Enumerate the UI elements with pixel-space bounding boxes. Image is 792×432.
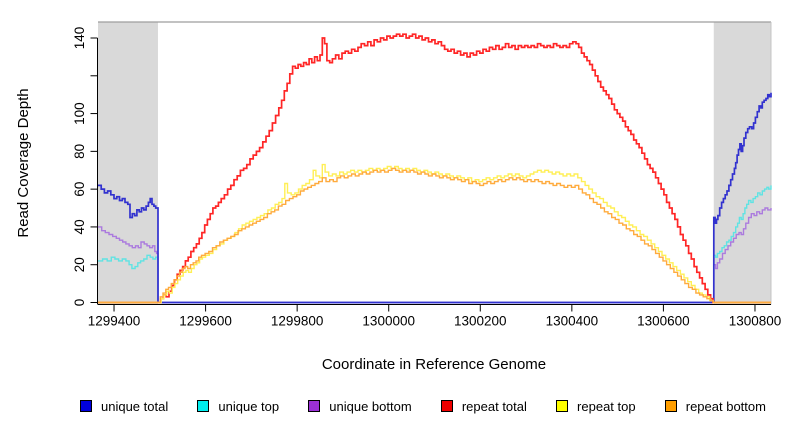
legend: unique total unique top unique bottom repea… [80, 398, 766, 414]
legend-item-unique-bottom: unique bottom [308, 398, 412, 414]
legend-swatch-unique-top [197, 400, 210, 412]
x-tick-label: 1300800 [729, 314, 782, 329]
series-line-unique-bottom [98, 207, 772, 304]
x-tick-label: 1299400 [88, 314, 141, 329]
legend-swatch-repeat-top [556, 400, 569, 412]
legend-item-repeat-bottom: repeat bottom [664, 398, 766, 414]
legend-item-unique-total: unique total [80, 400, 168, 413]
legend-item-repeat-total: repeat total [440, 398, 527, 414]
legend-label: unique total [101, 398, 169, 414]
x-axis-title: Coordinate in Reference Genome [322, 356, 546, 373]
legend-item-unique-top: unique top [197, 400, 279, 413]
legend-swatch-repeat-bottom [664, 400, 677, 412]
y-tick-label: 20 [72, 257, 87, 272]
y-axis-title: Read Coverage Depth [15, 88, 32, 237]
legend-swatch-unique-total [80, 400, 92, 412]
y-tick-label: 40 [72, 219, 87, 234]
y-tick-label: 80 [72, 144, 87, 159]
series-line-repeat-bottom [98, 167, 771, 304]
x-tick-label: 1300000 [362, 314, 415, 329]
series-line-unique-total [98, 92, 772, 304]
series-line-repeat-top [98, 163, 771, 304]
y-tick-label: 100 [72, 102, 87, 125]
series-line-repeat-total [98, 33, 771, 304]
shaded-region-right-flank [713, 22, 771, 305]
plot-canvas: 1299400 1299600 1299800 1300000 1300200 13004… [15, 21, 782, 373]
x-tick-label: 1300600 [637, 314, 690, 329]
series-line-unique-top [98, 185, 772, 304]
legend-swatch-repeat-total [440, 400, 453, 412]
x-tick-label: 1300200 [454, 314, 507, 329]
y-tick-label: 60 [72, 182, 87, 197]
y-tick-label: 140 [72, 27, 87, 50]
legend-label: unique bottom [329, 398, 412, 414]
legend-item-repeat-top: repeat top [556, 400, 636, 413]
legend-label: repeat top [577, 398, 636, 414]
x-tick-label: 1300400 [546, 314, 599, 329]
legend-label: unique top [218, 398, 280, 414]
x-tick-label: 1299800 [271, 314, 324, 329]
shaded-region-left-flank [98, 22, 158, 305]
x-tick-label: 1299600 [179, 314, 232, 329]
legend-label: repeat total [461, 398, 527, 414]
legend-label: repeat bottom [685, 398, 766, 414]
legend-swatch-unique-bottom [308, 400, 321, 412]
y-tick-label: 0 [72, 299, 87, 307]
